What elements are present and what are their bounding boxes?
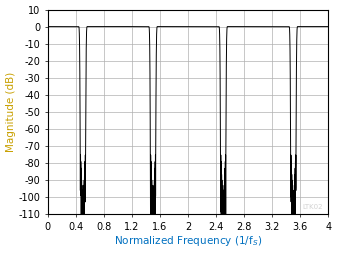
Y-axis label: Magnitude (dB): Magnitude (dB) bbox=[5, 72, 16, 152]
Text: LTK02: LTK02 bbox=[302, 204, 323, 210]
X-axis label: Normalized Frequency (1/f$_S$): Normalized Frequency (1/f$_S$) bbox=[114, 234, 262, 248]
